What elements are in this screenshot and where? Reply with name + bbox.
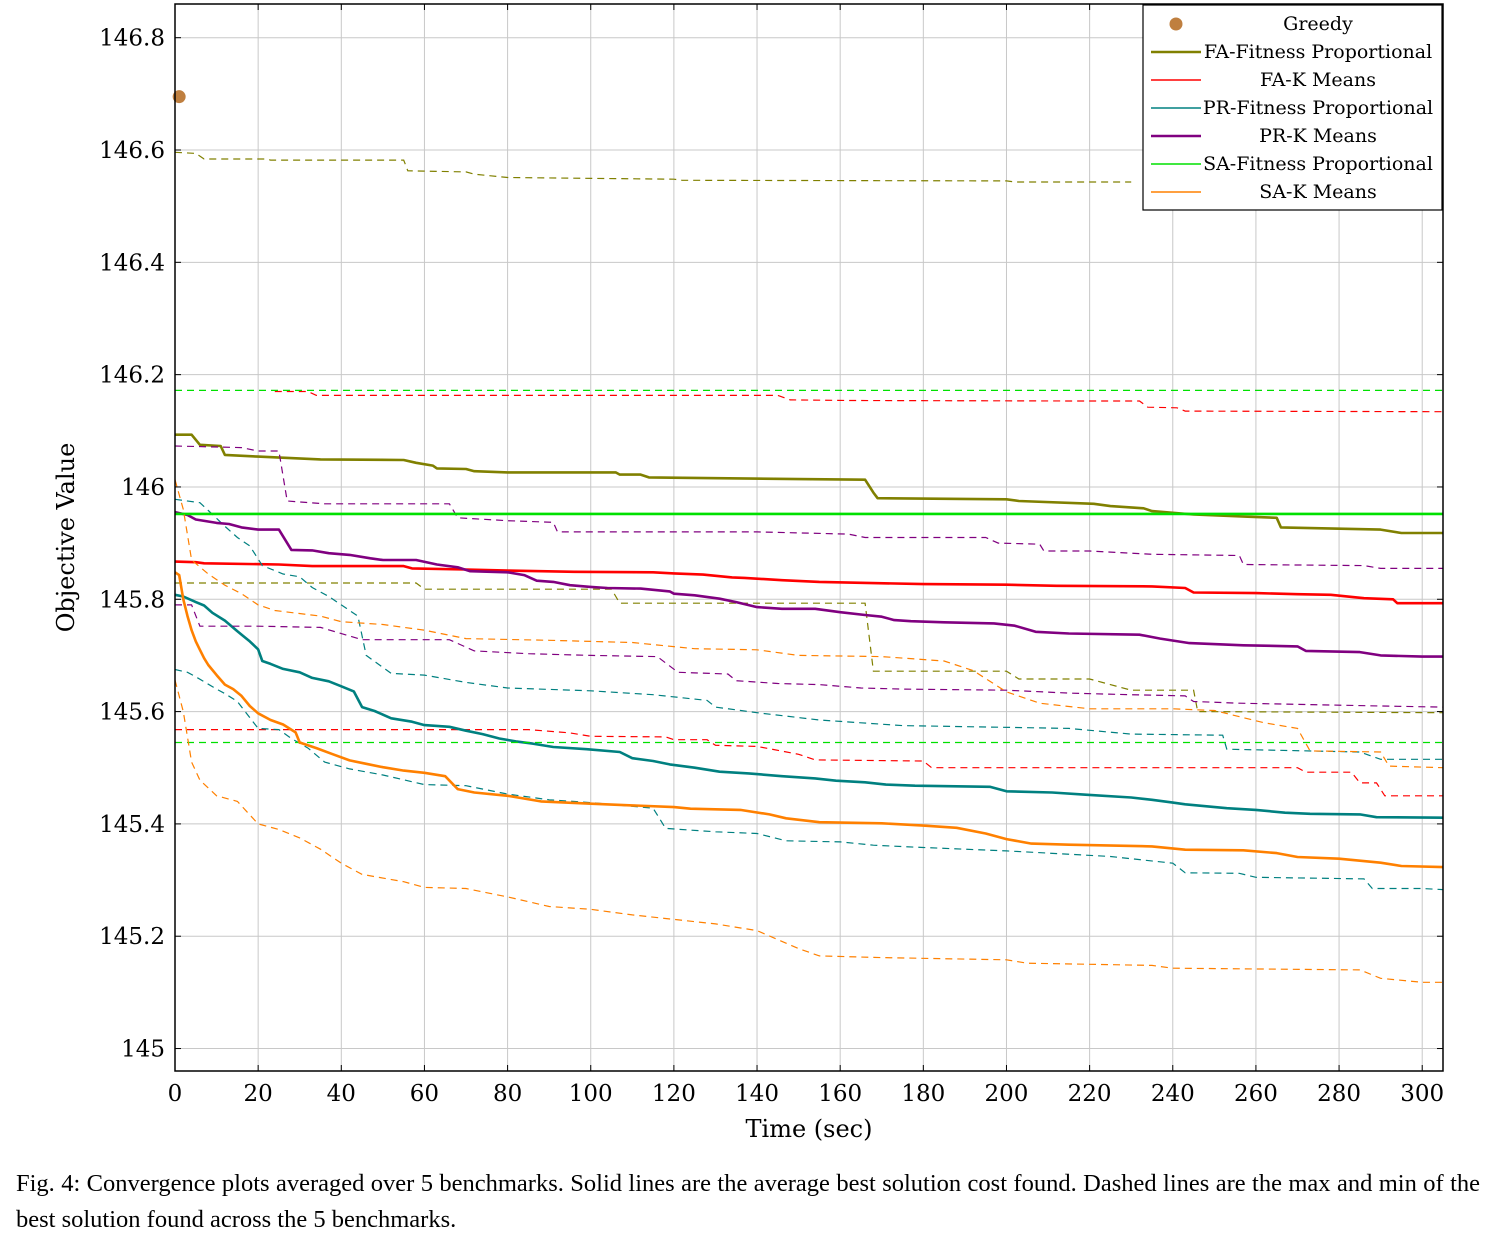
sa-k-means-min-line [174, 679, 1443, 983]
pr-fitness-proportional-max-line [174, 498, 1443, 760]
figure-caption: Fig. 4: Convergence plots averaged over … [16, 1170, 1480, 1233]
y-axis-label: Objective Value [52, 443, 80, 633]
x-tick-label-300: 300 [1400, 1081, 1444, 1107]
greedy-point [172, 90, 186, 104]
fa-k-means-max-line [274, 390, 1444, 413]
sa-k-means-avg-line [174, 571, 1444, 869]
x-tick-label-180: 180 [901, 1081, 945, 1107]
legend: Greedy FA-Fitness Proportional FA-K Means P… [1142, 4, 1443, 211]
legend-sa-fitness-proportional-label: SA-Fitness Proportional [1203, 153, 1433, 175]
pr-k-means-min-line [175, 604, 1444, 708]
legend-fa-k-means-label: FA-K Means [1260, 69, 1376, 91]
legend-sa-k-means-label: SA-K Means [1259, 181, 1376, 203]
tick-labels: 0 20 40 60 80 100 120 140 160 180 200 220 240 260 280 3… [99, 26, 1444, 1107]
x-tick-label-60: 60 [410, 1081, 439, 1107]
fa-fitness-proportional-avg-line [175, 433, 1443, 535]
x-tick-label-200: 200 [985, 1081, 1029, 1107]
pr-k-means-max-line [174, 445, 1443, 569]
x-tick-label-140: 140 [735, 1081, 779, 1107]
plot-frame [174, 3, 1444, 1072]
convergence-chart: 0 20 40 60 80 100 120 140 160 180 200 220 240 260 280 3… [52, 3, 1444, 1143]
x-tick-label-0: 0 [168, 1081, 183, 1107]
legend-fa-fitness-proportional-label: FA-Fitness Proportional [1204, 41, 1432, 63]
y-tick-label-3: 145.6 [99, 700, 165, 726]
y-tick-label-7: 146.4 [99, 250, 165, 276]
y-tick-label-1: 145.2 [99, 924, 165, 950]
series-layer [172, 90, 1444, 983]
fa-k-means-avg-line [174, 560, 1443, 605]
sa-k-means-max-line [174, 479, 1444, 769]
y-tick-label-2: 145.4 [99, 812, 165, 838]
legend-pr-fitness-proportional-label: PR-Fitness Proportional [1203, 97, 1433, 119]
x-tick-label-280: 280 [1317, 1081, 1361, 1107]
ticks [174, 4, 1443, 1071]
x-tick-label-20: 20 [244, 1081, 273, 1107]
y-tick-label-4: 145.8 [99, 587, 165, 613]
x-tick-label-220: 220 [1068, 1081, 1112, 1107]
x-tick-label-100: 100 [569, 1081, 613, 1107]
y-tick-label-0: 145 [121, 1037, 165, 1063]
y-tick-label-5: 146 [121, 475, 165, 501]
y-tick-label-9: 146.8 [99, 26, 165, 52]
x-tick-label-40: 40 [327, 1081, 356, 1107]
pr-fitness-proportional-avg-line [174, 593, 1444, 819]
x-tick-label-120: 120 [652, 1081, 696, 1107]
x-tick-label-80: 80 [493, 1081, 522, 1107]
x-tick-label-260: 260 [1234, 1081, 1278, 1107]
y-tick-label-8: 146.6 [99, 138, 165, 164]
y-tick-label-6: 146.2 [99, 363, 165, 389]
legend-greedy-marker [1169, 17, 1183, 31]
x-tick-label-160: 160 [818, 1081, 862, 1107]
pr-fitness-proportional-min-line [174, 668, 1444, 891]
legend-pr-k-means-label: PR-K Means [1259, 125, 1377, 147]
fa-fitness-proportional-max-line [174, 151, 1132, 183]
legend-greedy-label: Greedy [1283, 13, 1353, 35]
x-axis-label: Time (sec) [746, 1115, 873, 1143]
x-tick-label-240: 240 [1151, 1081, 1195, 1107]
fa-fitness-proportional-min-line [175, 582, 1444, 714]
pr-k-means-avg-line [174, 510, 1443, 658]
